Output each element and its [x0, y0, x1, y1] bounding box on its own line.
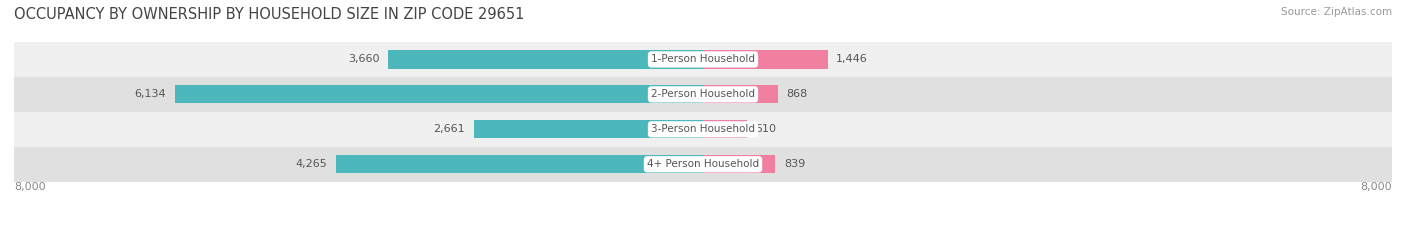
Text: 4+ Person Household: 4+ Person Household: [647, 159, 759, 169]
Bar: [14, 112, 1392, 147]
Bar: [14, 42, 1392, 77]
Text: 3-Person Household: 3-Person Household: [651, 124, 755, 134]
Text: 4+ Person Household: 4+ Person Household: [647, 159, 759, 169]
Text: 510: 510: [755, 124, 776, 134]
Bar: [703, 85, 778, 103]
Text: 8,000: 8,000: [1361, 182, 1392, 192]
Bar: [703, 155, 775, 173]
Bar: [14, 77, 1392, 112]
Bar: [474, 120, 703, 138]
Bar: [388, 50, 703, 69]
Bar: [14, 147, 1392, 182]
Text: 8,000: 8,000: [14, 182, 45, 192]
Bar: [174, 85, 703, 103]
Text: Source: ZipAtlas.com: Source: ZipAtlas.com: [1281, 7, 1392, 17]
Bar: [703, 50, 828, 69]
Text: 839: 839: [785, 159, 806, 169]
Text: 2-Person Household: 2-Person Household: [651, 89, 755, 99]
Text: 6,134: 6,134: [135, 89, 166, 99]
Text: 1-Person Household: 1-Person Household: [651, 55, 755, 64]
Bar: [703, 120, 747, 138]
Bar: [336, 155, 703, 173]
Text: 3,660: 3,660: [347, 55, 380, 64]
Text: 2,661: 2,661: [433, 124, 465, 134]
Text: 2-Person Household: 2-Person Household: [651, 89, 755, 99]
Text: 1,446: 1,446: [837, 55, 868, 64]
Text: 3-Person Household: 3-Person Household: [651, 124, 755, 134]
Text: OCCUPANCY BY OWNERSHIP BY HOUSEHOLD SIZE IN ZIP CODE 29651: OCCUPANCY BY OWNERSHIP BY HOUSEHOLD SIZE…: [14, 7, 524, 22]
Text: 868: 868: [786, 89, 807, 99]
Text: 4,265: 4,265: [295, 159, 328, 169]
Text: 1-Person Household: 1-Person Household: [651, 55, 755, 64]
